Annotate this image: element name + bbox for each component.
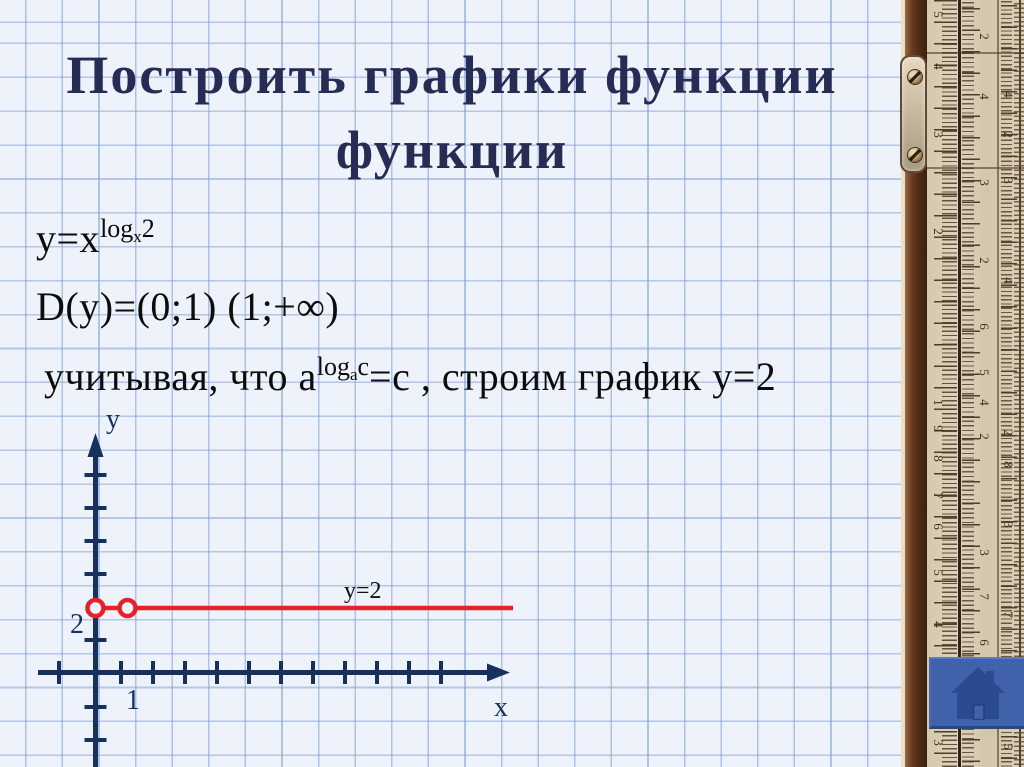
formula-note-post: =c , строим график y=2 (369, 354, 777, 399)
home-button[interactable] (929, 657, 1024, 729)
slide-rule-metal-bracket (900, 55, 927, 173)
ruler-scale-digit: 3 (976, 549, 992, 556)
formula-function-log: log (100, 214, 134, 243)
y-axis-label: y (106, 404, 120, 435)
formula-note-logbase: a (349, 365, 358, 384)
ruler-scale-digit: 4 (1000, 91, 1016, 98)
ruler-scale-digit: 4 (930, 63, 946, 70)
formula-domain: D(y)=(0;1) (1;+∞) (36, 283, 339, 330)
slide-rule-ticks (962, 8, 980, 767)
formula-function-base: y=x (36, 216, 101, 261)
slide-rule-scale-line (997, 0, 999, 767)
ruler-scale-digit: 8 (1000, 461, 1016, 468)
ruler-scale-digit: 3 (1000, 177, 1016, 184)
open-point-x1 (117, 597, 138, 619)
ruler-scale-digit: 2 (976, 33, 992, 40)
ruler-scale-digit: 5 (930, 569, 946, 576)
ruler-scale-digit: 5 (930, 11, 946, 18)
ruler-scale-digit: 3 (930, 131, 946, 138)
formula-function-logbase: x (133, 227, 142, 246)
slide-rule-scale-line (1019, 0, 1021, 767)
ruler-scale-digit: 6 (930, 523, 946, 530)
x-tick-label-1: 1 (126, 685, 140, 716)
screw-icon (907, 147, 923, 163)
slide-rule-ticks (1001, 5, 1017, 767)
slide-rule-cursor-line (927, 52, 1024, 54)
slide-rule-photo: 5 4 3 2 1 9 8 7 6 5 4 3 2 4 3 2 6 5 4 2 3 7 6 4 2 3 4 2 8 3 7 5 (895, 0, 1024, 767)
x-axis-label: x (494, 692, 508, 723)
y-axis-arrow-icon (87, 433, 104, 457)
ruler-scale-digit: 9 (930, 425, 946, 432)
formula-note-exponent-arg: c (357, 352, 370, 381)
ruler-scale-digit: 7 (976, 593, 992, 600)
open-point-x0 (85, 597, 106, 619)
ruler-scale-digit: 5 (1000, 743, 1016, 750)
formula-function: y=xlogx2 (36, 214, 155, 262)
ruler-scale-digit: 4 (976, 399, 992, 406)
slide-rule-ticks (934, 0, 957, 767)
ruler-scale-digit: 4 (930, 621, 946, 628)
ruler-scale-digit: 7 (930, 492, 946, 499)
ruler-scale-digit: 2 (976, 433, 992, 440)
ruler-scale-digit: 8 (930, 455, 946, 462)
ruler-scale-digit: 3 (976, 179, 992, 186)
ruler-scale-digit: 2 (930, 228, 946, 235)
ruler-scale-digit: 4 (1000, 277, 1016, 284)
ruler-scale-digit: 3 (930, 739, 946, 746)
home-icon (950, 666, 1005, 720)
coordinate-plot: y x 2 1 y=2 (38, 404, 513, 767)
formula-note: учитывая, что alogac=c , строим график y… (44, 352, 776, 400)
formula-domain-text: D(y)=(0;1) (1;+∞) (36, 284, 340, 329)
slide-rule-groove (958, 0, 961, 767)
slide-rule-wood-strip (905, 0, 927, 767)
y-tick-label-2: 2 (70, 609, 84, 640)
ruler-scale-digit: 2 (1000, 131, 1016, 138)
ruler-scale-digit: 1 (930, 399, 946, 406)
ruler-scale-digit: 2 (1000, 429, 1016, 436)
formula-note-pre: учитывая, что a (44, 354, 317, 399)
ruler-scale-digit: 7 (1000, 611, 1016, 618)
screw-icon (907, 69, 923, 85)
slide-title: Построить графики функции функции (22, 38, 882, 187)
plot-line-annotation: y=2 (344, 578, 382, 604)
slide-rule-edge (901, 0, 905, 767)
formula-function-exponent-arg: 2 (141, 214, 155, 243)
slide-title-line1: Построить графики функции (66, 45, 838, 105)
ruler-scale-digit: 4 (976, 93, 992, 100)
ruler-scale-digit: 6 (976, 639, 992, 646)
slide-rule-cursor-line (927, 167, 1024, 169)
ruler-scale-digit: 5 (976, 369, 992, 376)
ruler-scale-digit: 3 (1000, 521, 1016, 528)
x-axis-arrow-icon (487, 663, 510, 682)
slide-title-line2: функции (335, 119, 569, 180)
ruler-scale-digit: 6 (976, 323, 992, 330)
formula-note-log: log (316, 352, 350, 381)
ruler-scale-digit: 2 (976, 257, 992, 264)
